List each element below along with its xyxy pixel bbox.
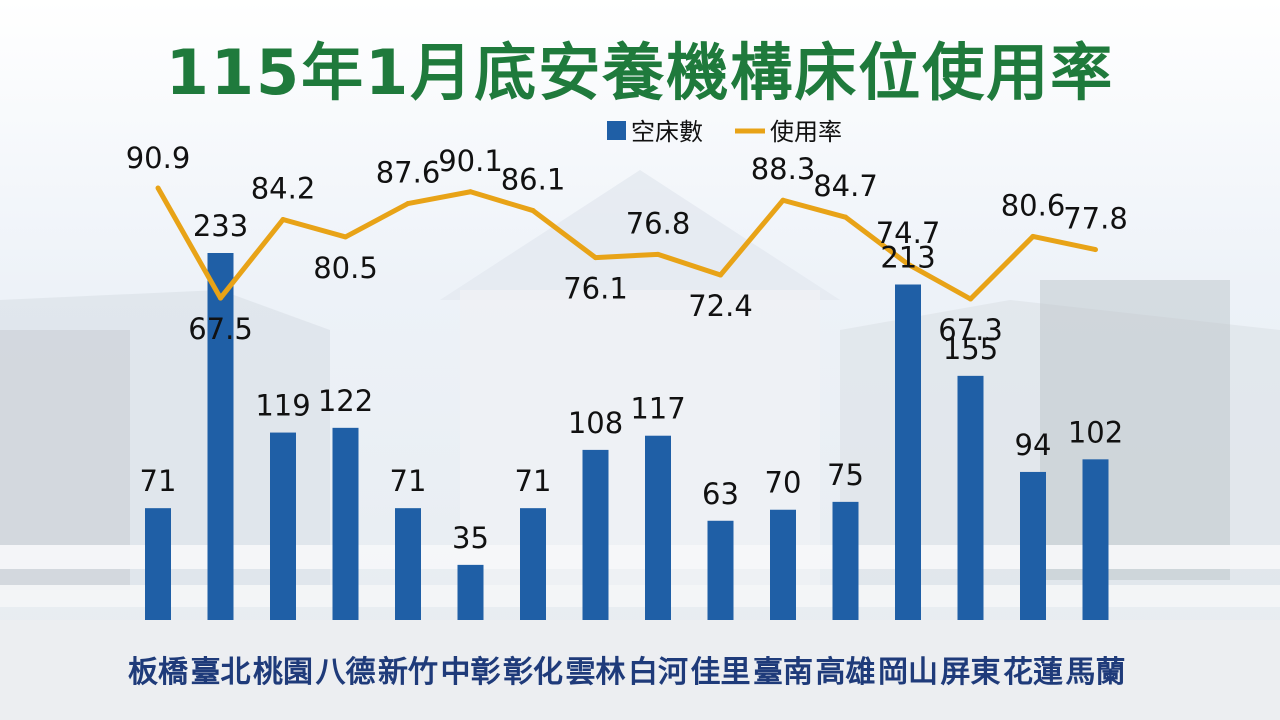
rate-label-11: 84.7 bbox=[813, 169, 878, 203]
bar-label-1: 233 bbox=[193, 209, 248, 243]
bar-label-9: 63 bbox=[702, 477, 739, 511]
chart-title: 115年1月底安養機構床位使用率 bbox=[165, 36, 1115, 109]
rate-label-10: 88.3 bbox=[751, 152, 816, 186]
rate-point-7 bbox=[593, 255, 598, 261]
rate-label-12: 74.7 bbox=[876, 216, 941, 250]
rate-point-15 bbox=[1093, 247, 1098, 253]
rate-label-8: 76.8 bbox=[626, 206, 691, 240]
rate-point-0 bbox=[155, 185, 161, 191]
rate-label-13: 67.3 bbox=[938, 313, 1003, 347]
bar-7 bbox=[582, 449, 609, 620]
rate-point-12 bbox=[905, 261, 911, 267]
bar-10 bbox=[770, 509, 796, 620]
bar-3 bbox=[332, 427, 359, 620]
category-label-6: 彰化 bbox=[503, 655, 563, 690]
bar-label-0: 71 bbox=[140, 464, 177, 498]
category-label-9: 佳里 bbox=[691, 655, 751, 690]
bar-1 bbox=[207, 253, 234, 620]
legend-swatch-bar bbox=[607, 121, 626, 140]
rate-point-5 bbox=[468, 189, 473, 195]
category-axis: 板橋 臺北 桃園 八德 新竹 中彰 彰化 雲林 白河 佳里 臺南 高雄 岡山 屏東 花蓮 馬蘭 bbox=[128, 655, 1126, 690]
category-label-12: 岡山 bbox=[878, 655, 938, 690]
rate-point-11 bbox=[843, 214, 848, 220]
bar-label-14: 94 bbox=[1015, 428, 1052, 462]
rate-point-10 bbox=[780, 197, 786, 203]
bar-label-13: 155 bbox=[943, 332, 998, 366]
category-label-5: 中彰 bbox=[441, 655, 501, 690]
category-label-4: 新竹 bbox=[378, 655, 438, 690]
bar-13 bbox=[957, 375, 984, 620]
category-label-11: 高雄 bbox=[816, 655, 876, 690]
bar-label-10: 70 bbox=[765, 466, 802, 500]
rate-point-1 bbox=[218, 295, 223, 301]
rate-label-0: 90.9 bbox=[126, 141, 191, 175]
category-label-8: 白河 bbox=[628, 655, 688, 690]
rate-point-14 bbox=[1030, 233, 1036, 239]
bar-9 bbox=[707, 520, 734, 620]
legend-label-line: 使用率 bbox=[770, 118, 842, 146]
rate-point-6 bbox=[530, 208, 536, 214]
legend-label-bar: 空床數 bbox=[631, 118, 703, 146]
bar-label-6: 71 bbox=[515, 464, 552, 498]
rate-label-9: 72.4 bbox=[688, 289, 753, 323]
bar-2 bbox=[270, 432, 296, 620]
bar-label-12: 213 bbox=[880, 241, 935, 275]
bar-0 bbox=[145, 508, 171, 620]
bar-4 bbox=[395, 508, 421, 620]
bar-label-5: 35 bbox=[452, 521, 489, 555]
category-label-14: 花蓮 bbox=[1003, 655, 1063, 690]
bar-12 bbox=[895, 284, 921, 620]
bar-label-15: 102 bbox=[1068, 415, 1123, 449]
rate-point-2 bbox=[280, 217, 286, 223]
bar-label-4: 71 bbox=[390, 464, 427, 498]
rate-label-15: 77.8 bbox=[1063, 202, 1128, 236]
bar-value-labels: 71 233 119 122 71 35 71 108 117 63 70 75 213 155 94 102 bbox=[140, 209, 1124, 555]
bar-label-3: 122 bbox=[318, 384, 373, 418]
bar-14 bbox=[1020, 471, 1046, 620]
category-label-1: 臺北 bbox=[191, 655, 251, 690]
bar-label-8: 117 bbox=[630, 392, 685, 426]
bar-11 bbox=[832, 501, 859, 620]
category-label-7: 雲林 bbox=[566, 655, 626, 690]
category-label-10: 臺南 bbox=[753, 655, 813, 690]
rate-label-5: 90.1 bbox=[438, 144, 503, 178]
rate-label-6: 86.1 bbox=[501, 163, 566, 197]
bar-label-11: 75 bbox=[827, 458, 864, 492]
rate-point-13 bbox=[968, 296, 973, 302]
rate-point-4 bbox=[405, 201, 411, 207]
bar-series bbox=[145, 253, 1109, 620]
rate-label-3: 80.5 bbox=[313, 251, 378, 285]
bar-6 bbox=[520, 508, 546, 620]
rate-label-14: 80.6 bbox=[1001, 188, 1066, 222]
bar-8 bbox=[645, 435, 671, 620]
bar-label-2: 119 bbox=[255, 389, 310, 423]
legend: 空床數 使用率 bbox=[607, 118, 842, 146]
category-label-15: 馬蘭 bbox=[1066, 655, 1126, 690]
rate-label-7: 76.1 bbox=[563, 272, 628, 306]
bar-5 bbox=[457, 564, 484, 620]
rate-point-9 bbox=[718, 272, 723, 278]
bar-15 bbox=[1082, 459, 1109, 620]
line-value-labels: 90.9 67.5 84.2 80.5 87.690.186.1 76.1 76.8 72.4… bbox=[126, 141, 1128, 347]
category-label-13: 屏東 bbox=[941, 655, 1001, 690]
rate-label-4: 87.6 bbox=[376, 156, 441, 190]
rate-label-1: 67.5 bbox=[188, 312, 253, 346]
rate-point-8 bbox=[655, 251, 661, 257]
line-series bbox=[155, 185, 1098, 302]
category-label-3: 八德 bbox=[316, 655, 376, 690]
rate-line bbox=[155, 186, 1097, 302]
category-label-0: 板橋 bbox=[128, 655, 189, 690]
rate-label-2: 84.2 bbox=[251, 172, 316, 206]
rate-point-3 bbox=[343, 234, 348, 240]
category-label-2: 桃園 bbox=[253, 655, 313, 690]
bar-label-7: 108 bbox=[568, 406, 623, 440]
